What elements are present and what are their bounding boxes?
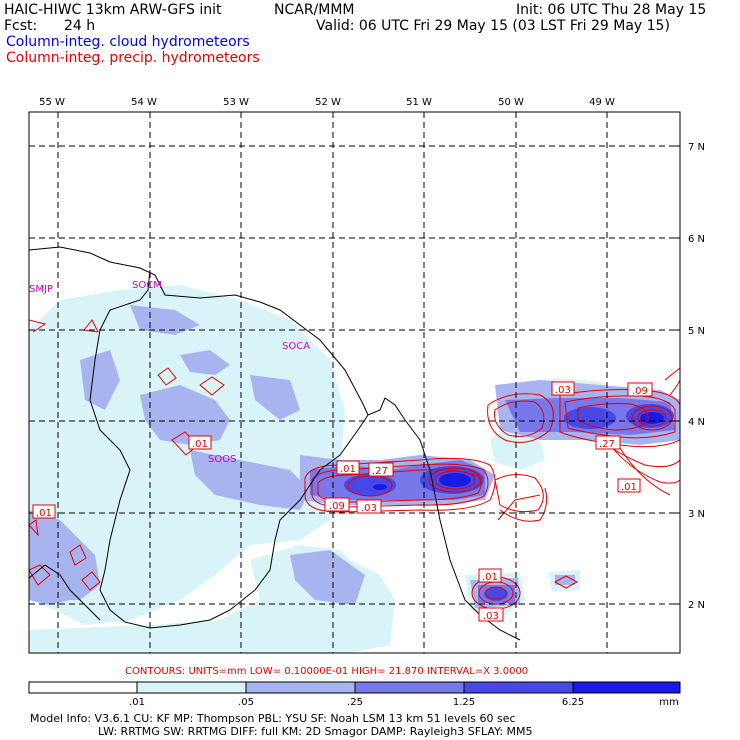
lon-label: 51 W (406, 97, 432, 108)
colorbar-bin (28, 681, 138, 694)
colorbar-tick: .25 (347, 697, 363, 708)
contour-label: .01 (192, 439, 208, 450)
station-socm: SOCM (132, 280, 162, 291)
contour-label: .03 (361, 503, 377, 514)
contour-label-box: .01 (617, 478, 641, 493)
valid-time: Valid: 06 UTC Fri 29 May 15 (03 LST Fri … (316, 18, 670, 34)
contour-label: .09 (329, 501, 345, 512)
contour-label: .03 (483, 611, 499, 622)
colorbar-tick: 6.25 (562, 697, 584, 708)
lat-lon-grid (29, 112, 680, 653)
contour-label: .09 (632, 386, 648, 397)
contour-label: .03 (555, 385, 571, 396)
model-title: HAIC-HIWC 13km ARW-GFS init (4, 2, 222, 18)
colorbar-bin (136, 681, 247, 694)
model-info-line1: Model Info: V3.6.1 CU: KF MP: Thompson P… (30, 712, 516, 725)
colorbar (28, 681, 681, 694)
colorbar-ticks: .01 .05 .25 1.25 6.25 mm (129, 697, 679, 708)
station-smjp: SMJP (29, 284, 53, 295)
latitude-labels: 7 N 6 N 5 N 4 N 3 N 2 N (688, 142, 705, 611)
contour-label: .01 (36, 508, 52, 519)
precip-field-title: Column-integ. precip. hydrometeors (6, 50, 260, 66)
contour-label-box: .01 (32, 504, 56, 519)
station-soos: SOOS (208, 454, 236, 465)
lat-label: 5 N (688, 326, 705, 337)
contour-label: .01 (340, 464, 356, 475)
colorbar-bin (463, 681, 574, 694)
map-frame (28, 111, 681, 654)
lon-label: 54 W (131, 97, 157, 108)
contour-label-box: .03 (356, 499, 382, 514)
forecast-hours: 24 h (64, 18, 96, 34)
contour-label: .27 (599, 439, 615, 450)
colorbar-tick: .05 (238, 697, 254, 708)
lat-label: 3 N (688, 509, 705, 520)
colorbar-bin (354, 681, 465, 694)
contour-label-box: .01 (478, 568, 502, 583)
init-time: Init: 06 UTC Thu 28 May 15 (516, 2, 707, 18)
longitude-labels: 55 W 54 W 53 W 52 W 51 W 50 W 49 W (39, 97, 615, 108)
lon-label: 49 W (589, 97, 615, 108)
contour-label-box: .09 (324, 497, 350, 512)
contour-label-box: .09 (627, 382, 653, 397)
contour-label: .01 (482, 572, 498, 583)
lat-label: 2 N (688, 600, 705, 611)
contour-value-labels: .03 .09 .01 .27 .01 .27 .01 .09 .03 .01 … (32, 381, 653, 622)
lat-label: 7 N (688, 142, 705, 153)
colorbar-tick: 1.25 (453, 697, 475, 708)
contour-label: .27 (372, 466, 388, 477)
contour-label-box: .01 (188, 435, 212, 450)
lon-label: 50 W (498, 97, 524, 108)
contour-label-box: .27 (595, 435, 621, 450)
axis-ticks (57, 112, 680, 605)
colorbar-tick: .01 (129, 697, 145, 708)
contour-label-box: .03 (478, 607, 504, 622)
station-soca: SOCA (282, 341, 310, 352)
deepest-cloud-area (373, 412, 664, 490)
model-info-line2: LW: RRTMG SW: RRTMG DIFF: full KM: 2D Sm… (98, 725, 533, 738)
cloud-field-title: Column-integ. cloud hydrometeors (6, 34, 250, 50)
forecast-label: Fcst: (4, 18, 38, 34)
colorbar-units: mm (659, 697, 678, 708)
lon-label: 55 W (39, 97, 65, 108)
contour-label-box: .01 (336, 460, 360, 475)
lat-label: 6 N (688, 234, 705, 245)
institution: NCAR/MMM (274, 2, 355, 18)
colorbar-bin (572, 681, 681, 694)
lat-label: 4 N (688, 417, 705, 428)
colorbar-bin (245, 681, 356, 694)
contour-label-box: .27 (368, 462, 394, 477)
station-labels: SMJP SOCM SOCA SOOS (29, 280, 310, 465)
lon-label: 53 W (223, 97, 249, 108)
contour-info: CONTOURS: UNITS=mm LOW= 0.10000E-01 HIGH… (125, 666, 529, 677)
lon-label: 52 W (315, 97, 341, 108)
contour-label-box: .03 (551, 381, 575, 396)
contour-label: .01 (621, 482, 637, 493)
